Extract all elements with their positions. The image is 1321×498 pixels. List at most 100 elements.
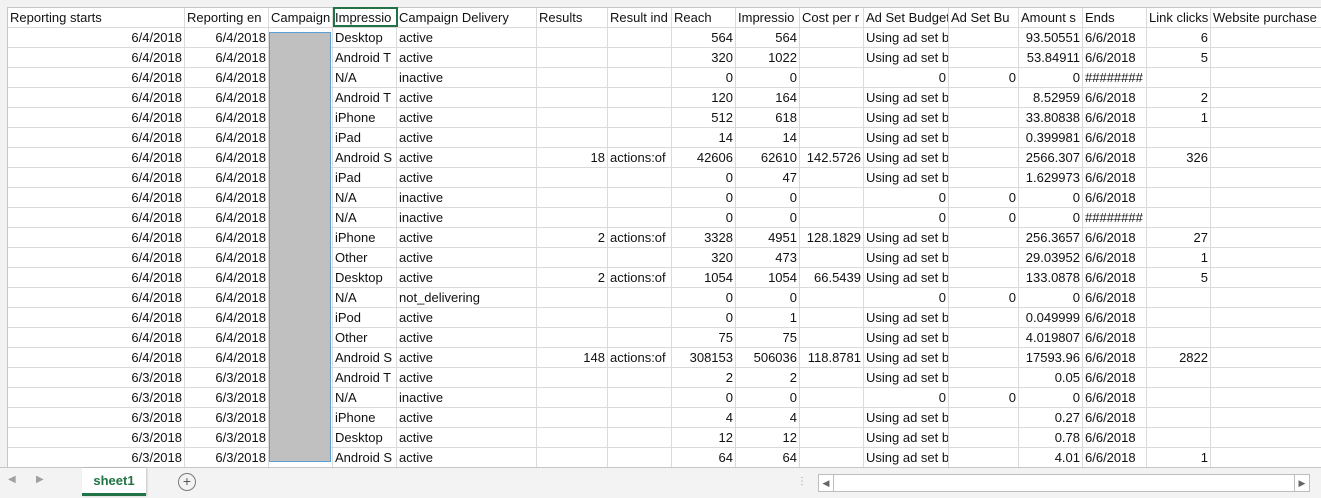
table-cell[interactable]: Using ad set budget	[864, 128, 949, 148]
table-cell[interactable]: 473	[736, 248, 800, 268]
table-cell[interactable]: 6/6/2018	[1083, 428, 1147, 448]
prev-sheet-icon[interactable]: ◀	[8, 474, 16, 485]
table-cell[interactable]: 6/6/2018	[1083, 448, 1147, 467]
table-cell[interactable]: 6/3/2018	[8, 428, 185, 448]
table-cell[interactable]: 6/6/2018	[1083, 348, 1147, 368]
table-cell[interactable]	[1211, 28, 1321, 48]
table-cell[interactable]: 6/3/2018	[185, 388, 269, 408]
table-cell[interactable]: 6/6/2018	[1083, 88, 1147, 108]
table-cell[interactable]: 5	[1147, 268, 1211, 288]
table-cell[interactable]: 1	[1147, 248, 1211, 268]
table-cell[interactable]	[1211, 208, 1321, 228]
table-cell[interactable]	[949, 408, 1019, 428]
table-cell[interactable]: 6/3/2018	[185, 428, 269, 448]
row-number[interactable]	[0, 108, 7, 128]
table-cell[interactable]: 6/4/2018	[185, 88, 269, 108]
table-cell[interactable]	[949, 28, 1019, 48]
table-cell[interactable]: active	[397, 88, 537, 108]
table-cell[interactable]: actions:of	[608, 228, 672, 248]
table-cell[interactable]: Android S	[333, 148, 397, 168]
table-cell[interactable]: 64	[672, 448, 736, 467]
column-header[interactable]: Campaign Delivery	[397, 8, 537, 28]
table-cell[interactable]	[949, 428, 1019, 448]
table-cell[interactable]: active	[397, 148, 537, 168]
table-cell[interactable]: 0	[736, 188, 800, 208]
table-cell[interactable]: Desktop	[333, 428, 397, 448]
table-cell[interactable]: 0	[672, 388, 736, 408]
table-cell[interactable]	[949, 168, 1019, 188]
table-cell[interactable]: 133.0878	[1019, 268, 1083, 288]
column-header[interactable]: Ad Set Bu	[949, 8, 1019, 28]
table-cell[interactable]	[800, 388, 864, 408]
table-cell[interactable]	[1211, 108, 1321, 128]
table-cell[interactable]: 2566.307	[1019, 148, 1083, 168]
table-cell[interactable]: 0	[949, 68, 1019, 88]
table-cell[interactable]: 0	[949, 388, 1019, 408]
table-cell[interactable]	[1211, 308, 1321, 328]
table-cell[interactable]: 0	[1019, 388, 1083, 408]
table-cell[interactable]: 6/3/2018	[8, 448, 185, 467]
table-cell[interactable]: active	[397, 228, 537, 248]
table-cell[interactable]: 0	[864, 288, 949, 308]
table-cell[interactable]: 256.3657	[1019, 228, 1083, 248]
table-cell[interactable]: not_delivering	[397, 288, 537, 308]
table-cell[interactable]: 6/6/2018	[1083, 408, 1147, 428]
table-cell[interactable]: 6/3/2018	[8, 368, 185, 388]
table-cell[interactable]: Desktop	[333, 268, 397, 288]
table-cell[interactable]: Using ad set budget	[864, 328, 949, 348]
table-cell[interactable]: 0	[864, 208, 949, 228]
table-cell[interactable]	[1147, 388, 1211, 408]
table-cell[interactable]: active	[397, 108, 537, 128]
table-cell[interactable]: 6/6/2018	[1083, 168, 1147, 188]
row-number[interactable]	[0, 268, 7, 288]
table-cell[interactable]: 6/4/2018	[185, 228, 269, 248]
table-cell[interactable]	[800, 308, 864, 328]
table-cell[interactable]	[949, 368, 1019, 388]
table-cell[interactable]	[537, 48, 608, 68]
table-cell[interactable]: 6/4/2018	[8, 28, 185, 48]
table-cell[interactable]: 2	[537, 228, 608, 248]
table-cell[interactable]: 47	[736, 168, 800, 188]
row-number[interactable]	[0, 328, 7, 348]
table-cell[interactable]: 120	[672, 88, 736, 108]
table-cell[interactable]: 512	[672, 108, 736, 128]
table-cell[interactable]: 0	[672, 168, 736, 188]
table-cell[interactable]: 6/4/2018	[185, 168, 269, 188]
table-cell[interactable]: 0.27	[1019, 408, 1083, 428]
table-cell[interactable]: Using ad set budget	[864, 48, 949, 68]
table-cell[interactable]: 6/6/2018	[1083, 308, 1147, 328]
table-cell[interactable]: Using ad set budget	[864, 108, 949, 128]
table-cell[interactable]: 564	[672, 28, 736, 48]
table-cell[interactable]	[1211, 408, 1321, 428]
table-cell[interactable]: 29.03952	[1019, 248, 1083, 268]
table-cell[interactable]: 0	[949, 288, 1019, 308]
column-header-bar[interactable]	[0, 0, 1321, 8]
table-cell[interactable]	[537, 108, 608, 128]
table-cell[interactable]: 6/3/2018	[185, 448, 269, 467]
table-cell[interactable]: N/A	[333, 208, 397, 228]
table-cell[interactable]: 0	[672, 68, 736, 88]
table-cell[interactable]: Android S	[333, 348, 397, 368]
table-cell[interactable]: 62610	[736, 148, 800, 168]
table-cell[interactable]: inactive	[397, 68, 537, 88]
table-cell[interactable]	[800, 128, 864, 148]
table-cell[interactable]: 6/3/2018	[8, 408, 185, 428]
table-cell[interactable]	[949, 108, 1019, 128]
table-cell[interactable]: 6/3/2018	[185, 368, 269, 388]
table-cell[interactable]	[537, 428, 608, 448]
table-cell[interactable]	[949, 448, 1019, 467]
table-cell[interactable]: 6/4/2018	[185, 328, 269, 348]
table-cell[interactable]: 6/6/2018	[1083, 328, 1147, 348]
table-cell[interactable]: 14	[736, 128, 800, 148]
table-cell[interactable]	[1147, 188, 1211, 208]
table-cell[interactable]: N/A	[333, 288, 397, 308]
row-number[interactable]	[0, 288, 7, 308]
table-cell[interactable]: active	[397, 328, 537, 348]
table-cell[interactable]: N/A	[333, 68, 397, 88]
table-cell[interactable]: Desktop	[333, 28, 397, 48]
table-cell[interactable]	[800, 368, 864, 388]
table-cell[interactable]: 6/6/2018	[1083, 28, 1147, 48]
table-cell[interactable]	[1211, 88, 1321, 108]
table-cell[interactable]: Using ad set budget	[864, 408, 949, 428]
table-cell[interactable]	[608, 168, 672, 188]
